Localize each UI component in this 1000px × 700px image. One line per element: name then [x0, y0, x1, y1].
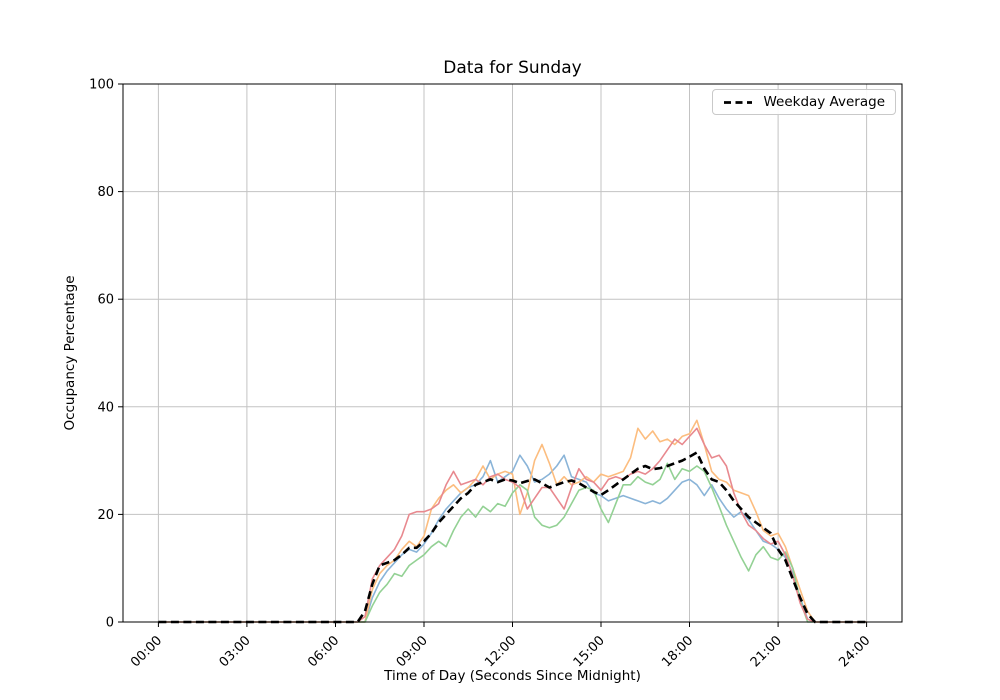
y-axis-label: Occupancy Percentage [62, 275, 78, 431]
x-tick-label: 21:00 [748, 633, 785, 670]
y-tick-label: 100 [89, 78, 114, 93]
y-tick-label: 80 [97, 185, 114, 200]
x-tick-label: 24:00 [836, 633, 873, 670]
dashed-line-icon [724, 100, 753, 104]
x-tick-label: 18:00 [659, 633, 696, 670]
x-tick-label: 03:00 [217, 633, 254, 670]
legend-label: Weekday Average [763, 94, 885, 110]
x-tick-label: 15:00 [571, 633, 608, 670]
y-tick-label: 40 [97, 400, 114, 415]
y-tick-label: 0 [106, 616, 114, 631]
x-tick-label: 00:00 [128, 633, 165, 670]
y-tick-label: 20 [97, 508, 114, 523]
y-tick-label: 60 [97, 293, 114, 308]
legend: Weekday Average [712, 89, 896, 115]
chart-title: Data for Sunday [443, 58, 582, 78]
x-axis-label: Time of Day (Seconds Since Midnight) [384, 668, 641, 684]
x-tick-label: 12:00 [482, 633, 519, 670]
x-tick-label: 06:00 [305, 633, 342, 670]
x-tick-label: 09:00 [394, 633, 431, 670]
